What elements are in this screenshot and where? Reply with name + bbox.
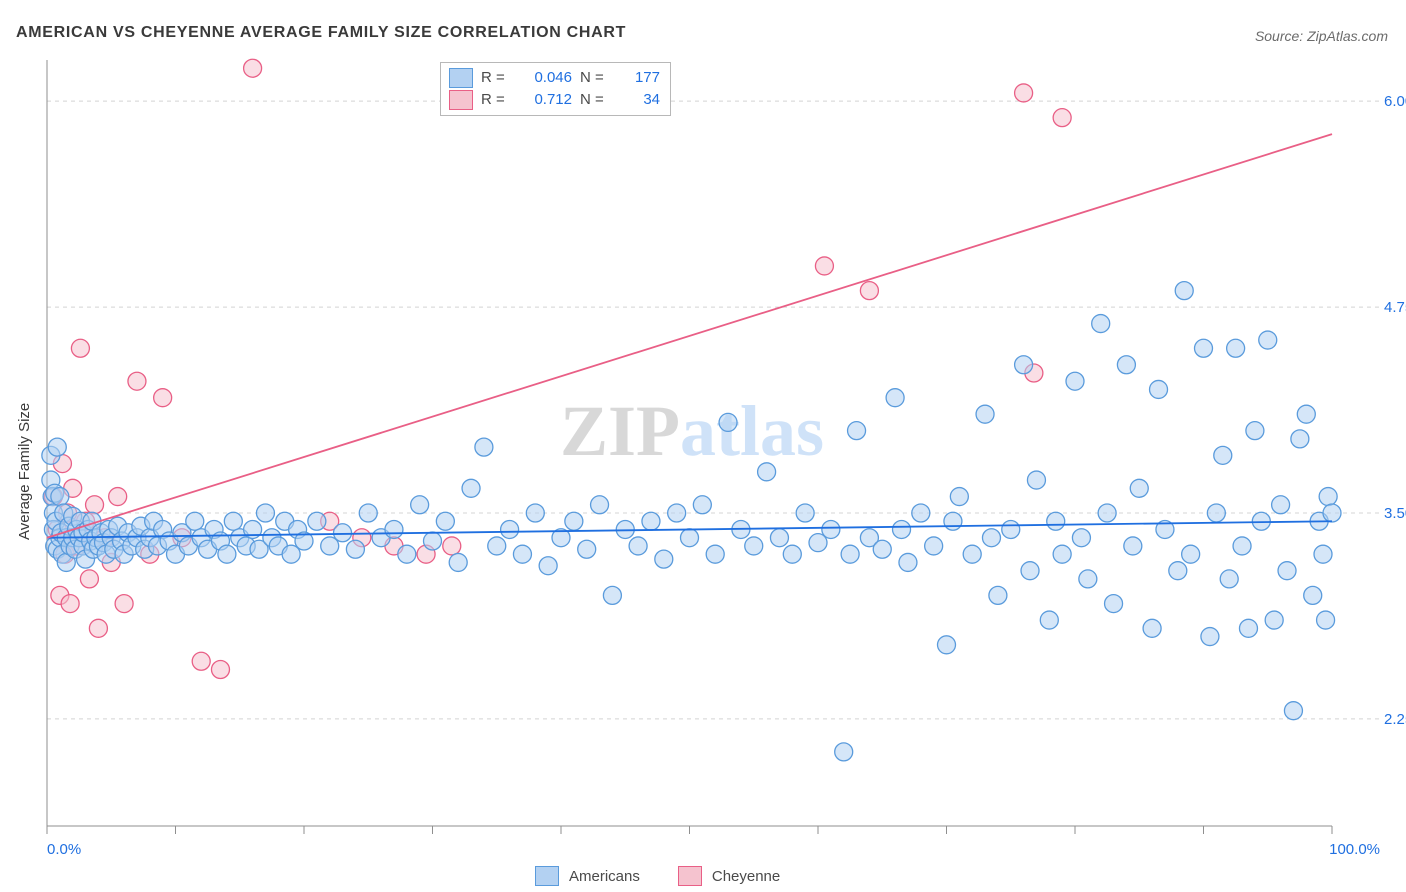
legend-label-americans: Americans (569, 868, 640, 885)
r-label: R = (481, 89, 509, 111)
legend-stats-box: R = 0.046 N = 177 R = 0.712 N = 34 (440, 62, 671, 116)
r-value-americans: 0.046 (517, 67, 572, 89)
svg-text:4.75: 4.75 (1384, 299, 1406, 316)
legend-series: Americans Cheyenne (535, 866, 780, 886)
n-label: N = (580, 89, 614, 111)
svg-text:2.25: 2.25 (1384, 711, 1406, 728)
scatter-chart: 2.25 3.50 4.75 6.00 0.0% 100.0% (0, 0, 1406, 892)
svg-text:6.00: 6.00 (1384, 93, 1406, 110)
n-value-cheyenne: 34 (622, 89, 660, 111)
svg-text:100.0%: 100.0% (1329, 841, 1380, 858)
legend-stats-row-americans: R = 0.046 N = 177 (449, 67, 660, 89)
legend-swatch-americans (449, 68, 473, 88)
n-value-americans: 177 (622, 67, 660, 89)
legend-stats-row-cheyenne: R = 0.712 N = 34 (449, 89, 660, 111)
r-label: R = (481, 67, 509, 89)
legend-label-cheyenne: Cheyenne (712, 868, 780, 885)
legend-swatch-cheyenne (678, 866, 702, 886)
n-label: N = (580, 67, 614, 89)
legend-swatch-cheyenne (449, 90, 473, 110)
r-value-cheyenne: 0.712 (517, 89, 572, 111)
legend-swatch-americans (535, 866, 559, 886)
svg-text:0.0%: 0.0% (47, 841, 81, 858)
svg-text:3.50: 3.50 (1384, 505, 1406, 522)
